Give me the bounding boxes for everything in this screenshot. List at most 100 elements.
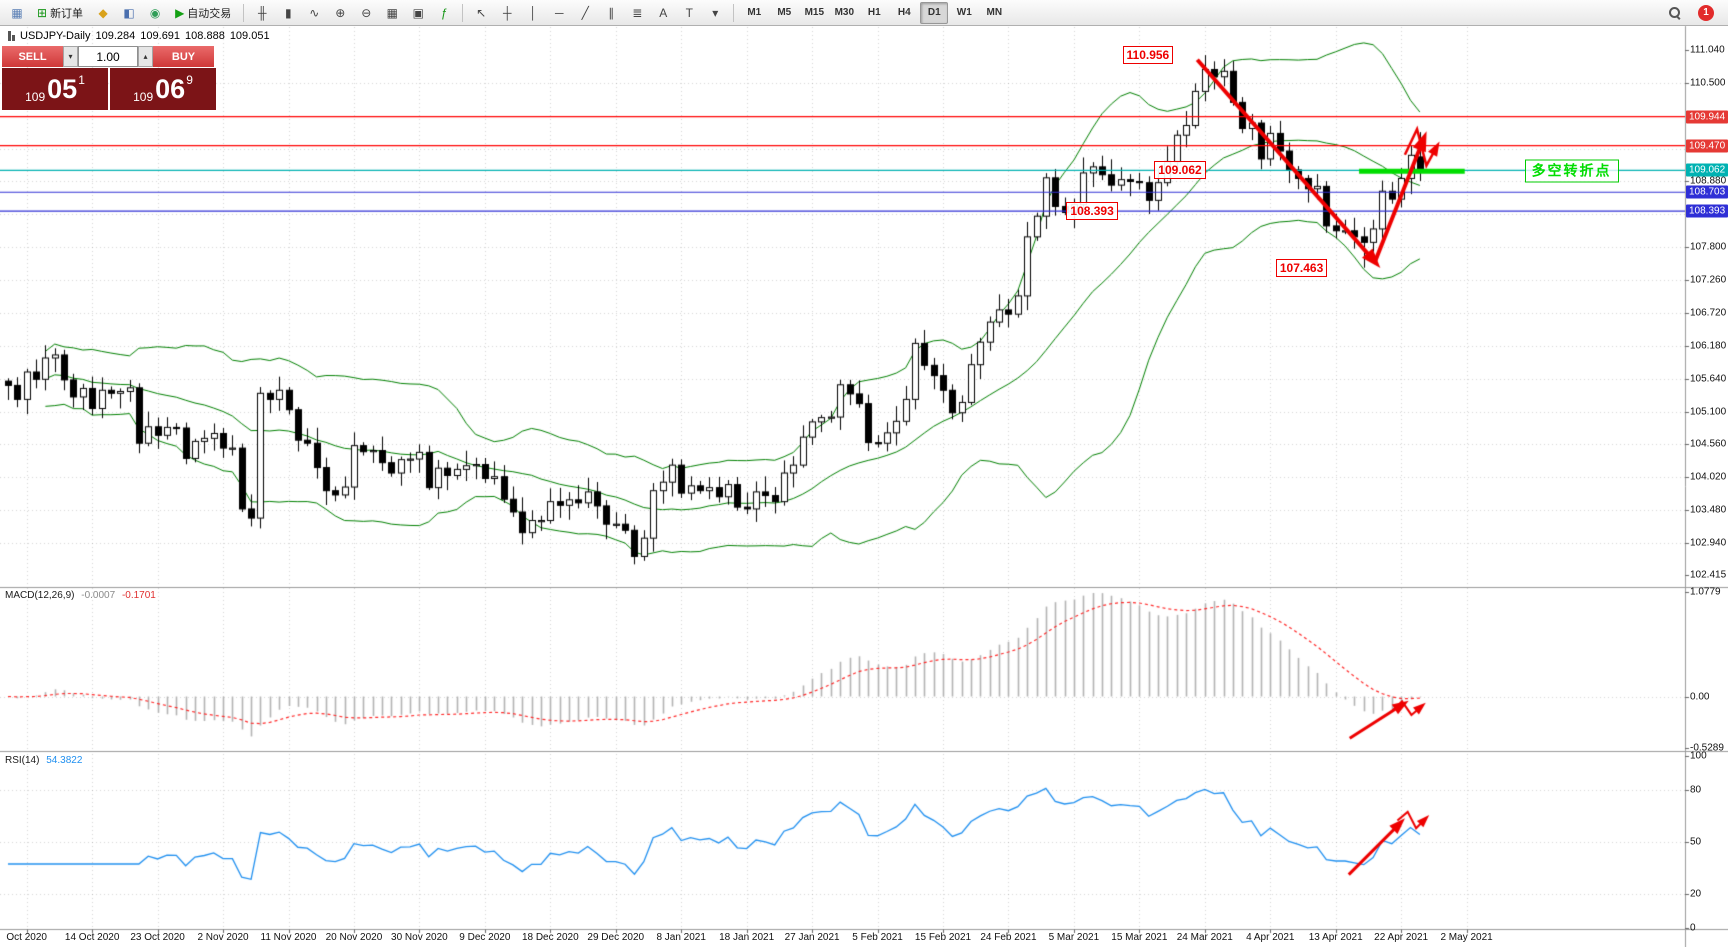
quote-low: 108.888 bbox=[185, 30, 225, 42]
indicator-list-icon: ƒ bbox=[440, 5, 448, 20]
search-icon bbox=[1669, 6, 1681, 19]
autotrading-play-icon: ▶ bbox=[175, 5, 185, 20]
rsi-pane-header: RSI(14) 54.3822 bbox=[5, 755, 82, 766]
text-label-icon: T bbox=[685, 5, 693, 20]
chevron-up-icon: ▴ bbox=[143, 52, 148, 61]
auto-arrange-button[interactable]: ▣ bbox=[406, 2, 430, 24]
timeframe-d1-button[interactable]: D1 bbox=[920, 1, 949, 24]
text-button[interactable]: A bbox=[651, 2, 675, 24]
low-price-annotation[interactable]: 107.463 bbox=[1275, 258, 1328, 277]
quote-open: 109.284 bbox=[95, 30, 136, 42]
toolbar-right: 1 bbox=[1662, 2, 1724, 24]
volume-input[interactable] bbox=[78, 46, 138, 67]
timeframe-h1-button[interactable]: H1 bbox=[867, 7, 881, 18]
vertical-line-button[interactable]: │ bbox=[521, 2, 545, 24]
profiles-icon: ◆ bbox=[98, 5, 108, 20]
timeframe-m5-button[interactable]: M5 bbox=[777, 7, 792, 18]
new-order-icon: ⊞ bbox=[37, 5, 48, 20]
channel-button[interactable]: ∥ bbox=[599, 2, 623, 24]
fibonacci-icon: ≣ bbox=[632, 5, 643, 20]
one-click-trading-panel: SELL ▾ ▴ BUY 109 05 1 109 06 9 bbox=[2, 46, 216, 110]
navigator-button[interactable]: ◉ bbox=[143, 2, 167, 24]
notification-badge[interactable]: 1 bbox=[1698, 4, 1714, 21]
candlestick-icon: ▮ bbox=[284, 5, 292, 20]
sell-price-big: 05 bbox=[47, 74, 78, 104]
market-watch-icon: ◧ bbox=[123, 5, 135, 20]
buy-button[interactable]: BUY bbox=[153, 46, 214, 67]
buy-price-pip: 9 bbox=[186, 73, 193, 87]
market-watch-button[interactable]: ◧ bbox=[117, 2, 141, 24]
symbol-period-label: USDJPY-Daily bbox=[20, 30, 91, 42]
horizontal-line-button[interactable]: ─ bbox=[547, 2, 571, 24]
macd-pane-header: MACD(12,26,9) -0.0007 -0.1701 bbox=[5, 590, 156, 601]
sell-price-base: 109 bbox=[25, 90, 46, 104]
volume-up-button[interactable]: ▴ bbox=[138, 46, 153, 67]
main-toolbar: ▦ ⊞ 新订单 ◆ ◧ ◉ ▶ 自动交易 ╫ ▮ ∿ ⊕ ⊖ ▦ ▣ ƒ ↖ ┼ │ ─ ╱ ∥ ≣ A T ▾ M1 M5 M15 M3… bbox=[0, 0, 1728, 26]
search-button[interactable] bbox=[1663, 2, 1687, 24]
autotrading-button-label: 自动交易 bbox=[187, 7, 232, 20]
chart-title-icon bbox=[8, 31, 15, 41]
trendline-button[interactable]: ╱ bbox=[573, 2, 597, 24]
support-price-annotation[interactable]: 108.393 bbox=[1066, 202, 1118, 221]
zoom-out-icon: ⊖ bbox=[361, 5, 372, 20]
shapes-button[interactable]: ▾ bbox=[703, 2, 727, 24]
timeframe-m30-button[interactable]: M30 bbox=[834, 7, 855, 18]
fibonacci-button[interactable]: ≣ bbox=[625, 2, 649, 24]
indicators-button[interactable]: ƒ bbox=[432, 2, 456, 24]
ohlc-bars-icon: ╫ bbox=[258, 5, 267, 20]
candlestick-chart-button[interactable]: ▮ bbox=[276, 2, 300, 24]
shapes-dropdown-icon: ▾ bbox=[712, 5, 719, 20]
timeframe-h4-button[interactable]: H4 bbox=[897, 7, 911, 18]
vertical-line-icon: │ bbox=[529, 5, 538, 20]
trendline-icon: ╱ bbox=[581, 5, 589, 20]
volume-down-button[interactable]: ▾ bbox=[63, 46, 78, 67]
buy-price-big: 06 bbox=[155, 74, 186, 104]
chart-quote-overlay: USDJPY-Daily 109.284 109.691 108.888 109… bbox=[8, 30, 270, 42]
quote-high: 109.691 bbox=[140, 30, 181, 42]
line-chart-button[interactable]: ∿ bbox=[302, 2, 326, 24]
cursor-icon: ↖ bbox=[476, 5, 487, 20]
buy-price-display[interactable]: 109 06 9 bbox=[110, 68, 216, 110]
arrange-windows-icon: ▣ bbox=[412, 5, 424, 20]
peak-price-annotation[interactable]: 110.956 bbox=[1122, 46, 1174, 65]
toolbar-separator bbox=[243, 3, 245, 22]
bar-chart-button[interactable]: ╫ bbox=[250, 2, 274, 24]
rsi-value: 54.3822 bbox=[46, 755, 83, 766]
mid-price-annotation[interactable]: 109.062 bbox=[1154, 161, 1206, 180]
autotrading-button[interactable]: ▶ 自动交易 bbox=[169, 2, 237, 24]
zoom-in-button[interactable]: ⊕ bbox=[328, 2, 352, 24]
timeframe-mn-button[interactable]: MN bbox=[986, 7, 1003, 18]
new-chart-button[interactable]: ▦ bbox=[5, 2, 29, 24]
turning-point-annotation[interactable]: 多空转折点 bbox=[1524, 159, 1619, 183]
new-order-button[interactable]: ⊞ 新订单 bbox=[31, 2, 89, 24]
quote-close: 109.051 bbox=[229, 30, 270, 42]
horizontal-line-icon: ─ bbox=[555, 5, 564, 20]
chevron-down-icon: ▾ bbox=[68, 52, 73, 61]
zoom-in-icon: ⊕ bbox=[335, 5, 346, 20]
rsi-title: RSI(14) bbox=[5, 755, 40, 766]
timeframe-m15-button[interactable]: M15 bbox=[804, 7, 825, 18]
macd-signal-value: -0.1701 bbox=[121, 590, 156, 601]
toolbar-separator bbox=[462, 3, 464, 22]
crosshair-button[interactable]: ┼ bbox=[495, 2, 519, 24]
navigator-icon: ◉ bbox=[149, 5, 161, 20]
tile-windows-button[interactable]: ▦ bbox=[380, 2, 404, 24]
tile-windows-icon: ▦ bbox=[386, 5, 398, 20]
profiles-button[interactable]: ◆ bbox=[91, 2, 115, 24]
timeframe-w1-button[interactable]: W1 bbox=[956, 7, 972, 18]
line-chart-icon: ∿ bbox=[309, 5, 320, 20]
text-label-button[interactable]: T bbox=[677, 2, 701, 24]
macd-title: MACD(12,26,9) bbox=[5, 590, 75, 601]
cursor-button[interactable]: ↖ bbox=[469, 2, 493, 24]
chart-window-icon: ▦ bbox=[11, 5, 23, 20]
sell-button[interactable]: SELL bbox=[2, 46, 63, 67]
toolbar-button-groups: ▦ ⊞ 新订单 ◆ ◧ ◉ ▶ 自动交易 ╫ ▮ ∿ ⊕ ⊖ ▦ ▣ ƒ ↖ ┼ │ ─ ╱ ∥ ≣ A T ▾ M1 M5 M15 M3… bbox=[4, 1, 1009, 24]
channel-icon: ∥ bbox=[608, 5, 615, 20]
sell-price-pip: 1 bbox=[78, 73, 85, 87]
timeframe-m1-button[interactable]: M1 bbox=[747, 7, 762, 18]
sell-price-display[interactable]: 109 05 1 bbox=[2, 68, 108, 110]
new-order-button-label: 新订单 bbox=[50, 7, 84, 20]
zoom-out-button[interactable]: ⊖ bbox=[354, 2, 378, 24]
